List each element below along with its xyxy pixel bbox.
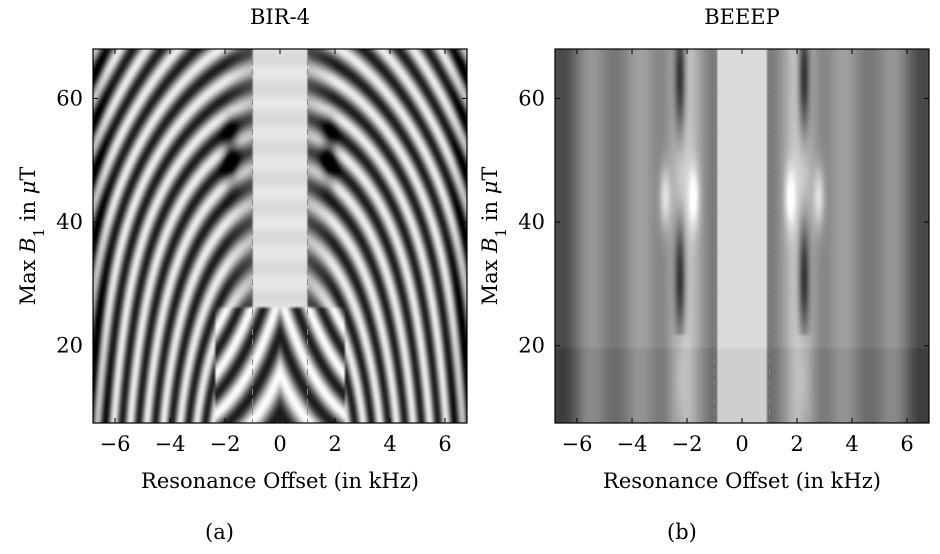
y-axis-label-part: B — [478, 237, 502, 253]
x-tick-label: −2 — [210, 432, 241, 456]
caption-a: (a) — [205, 520, 234, 544]
x-tick-label: 6 — [900, 432, 913, 456]
y-axis-label-part: B — [16, 237, 40, 253]
y-axis-label-part: μ — [16, 181, 40, 195]
y-axis-label-part: 1 — [492, 228, 510, 238]
y-axis-label-part: T — [478, 167, 502, 181]
x-tick-label: 4 — [383, 432, 396, 456]
chart-title: BIR-4 — [250, 5, 310, 29]
y-axis-label-part: Max — [16, 253, 40, 306]
x-tick-label: −4 — [155, 432, 186, 456]
x-tick-label: −6 — [562, 432, 593, 456]
x-tick-label: −2 — [672, 432, 703, 456]
panel-b: −6 −4 −2 0 2 4 6 20 40 60 BEEEP Resonance Offset (i… — [478, 5, 930, 493]
y-axis-label-part: 1 — [30, 228, 48, 238]
chart-title: BEEEP — [704, 5, 780, 29]
x-axis-label: Resonance Offset (in kHz) — [141, 469, 419, 493]
y-tick-label: 60 — [56, 86, 83, 110]
heatmap-image — [555, 49, 929, 423]
x-axis-label: Resonance Offset (in kHz) — [603, 469, 881, 493]
y-tick-label: 20 — [56, 334, 83, 358]
y-axis-label-part: Max — [478, 253, 502, 306]
x-tick-label: 0 — [735, 432, 748, 456]
y-axis-label: Max B1 in μT — [478, 167, 510, 306]
x-tick-label: 4 — [845, 432, 858, 456]
panel-a: −6 −4 −2 0 2 4 6 20 40 60 BIR-4 Resonance Offset (i… — [16, 5, 468, 493]
y-tick-label: 40 — [518, 210, 545, 234]
y-tick-label: 40 — [56, 210, 83, 234]
heatmap-image — [93, 49, 467, 423]
x-tick-label: 2 — [790, 432, 803, 456]
x-tick-label: −4 — [617, 432, 648, 456]
y-axis-label-part: μ — [478, 181, 502, 195]
x-tick-label: 0 — [273, 432, 286, 456]
y-axis-label-part: in — [478, 194, 502, 228]
y-axis-label: Max B1 in μT — [16, 167, 48, 306]
y-axis-label-part: in — [16, 194, 40, 228]
y-tick-label: 60 — [518, 86, 545, 110]
x-tick-label: −6 — [100, 432, 131, 456]
y-axis-label-part: T — [16, 167, 40, 181]
x-tick-label: 6 — [438, 432, 451, 456]
x-tick-label: 2 — [328, 432, 341, 456]
y-tick-label: 20 — [518, 334, 545, 358]
caption-b: (b) — [667, 520, 697, 544]
